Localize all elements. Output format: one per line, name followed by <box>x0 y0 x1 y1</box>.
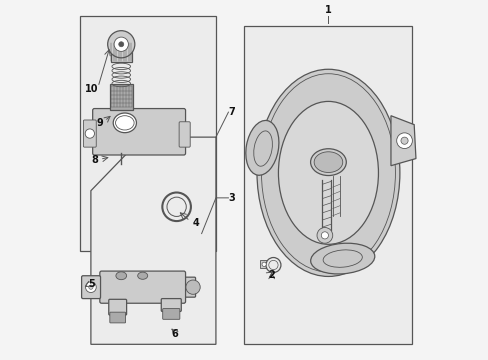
Text: 7: 7 <box>228 107 235 117</box>
Text: 6: 6 <box>171 329 178 339</box>
FancyBboxPatch shape <box>83 120 96 147</box>
FancyBboxPatch shape <box>80 16 216 251</box>
Circle shape <box>119 42 123 47</box>
Circle shape <box>85 282 96 293</box>
Ellipse shape <box>257 69 399 276</box>
FancyBboxPatch shape <box>163 309 180 319</box>
Circle shape <box>321 232 328 239</box>
Circle shape <box>400 137 407 144</box>
FancyBboxPatch shape <box>81 276 101 298</box>
FancyBboxPatch shape <box>259 260 268 267</box>
Text: 9: 9 <box>96 118 103 128</box>
Circle shape <box>166 197 186 216</box>
Text: 8: 8 <box>92 156 99 165</box>
Circle shape <box>396 133 411 149</box>
Ellipse shape <box>245 121 278 175</box>
Circle shape <box>107 31 135 58</box>
FancyBboxPatch shape <box>100 271 185 303</box>
FancyBboxPatch shape <box>110 84 132 111</box>
Ellipse shape <box>313 152 342 172</box>
Circle shape <box>88 285 93 289</box>
FancyBboxPatch shape <box>161 298 181 311</box>
Text: 1: 1 <box>325 5 331 15</box>
Polygon shape <box>390 116 415 166</box>
Circle shape <box>262 262 266 266</box>
FancyBboxPatch shape <box>173 277 195 297</box>
Text: 5: 5 <box>88 279 95 289</box>
FancyBboxPatch shape <box>108 299 126 315</box>
FancyBboxPatch shape <box>244 26 411 344</box>
FancyBboxPatch shape <box>179 122 190 147</box>
Text: 10: 10 <box>85 84 98 94</box>
Ellipse shape <box>116 272 126 280</box>
Text: 2: 2 <box>267 270 274 280</box>
Text: 3: 3 <box>228 193 235 203</box>
Circle shape <box>114 37 128 51</box>
FancyBboxPatch shape <box>93 109 185 155</box>
Ellipse shape <box>310 243 374 274</box>
Circle shape <box>268 260 278 270</box>
Circle shape <box>185 280 200 294</box>
Ellipse shape <box>115 116 134 130</box>
Polygon shape <box>91 137 216 344</box>
Ellipse shape <box>310 149 346 176</box>
Circle shape <box>265 257 281 273</box>
Circle shape <box>316 228 332 243</box>
FancyBboxPatch shape <box>110 312 125 323</box>
Ellipse shape <box>113 113 136 133</box>
FancyBboxPatch shape <box>110 42 132 62</box>
Ellipse shape <box>278 102 378 244</box>
Ellipse shape <box>138 272 147 279</box>
Circle shape <box>162 193 190 221</box>
Circle shape <box>85 129 94 138</box>
Text: 4: 4 <box>192 218 199 228</box>
